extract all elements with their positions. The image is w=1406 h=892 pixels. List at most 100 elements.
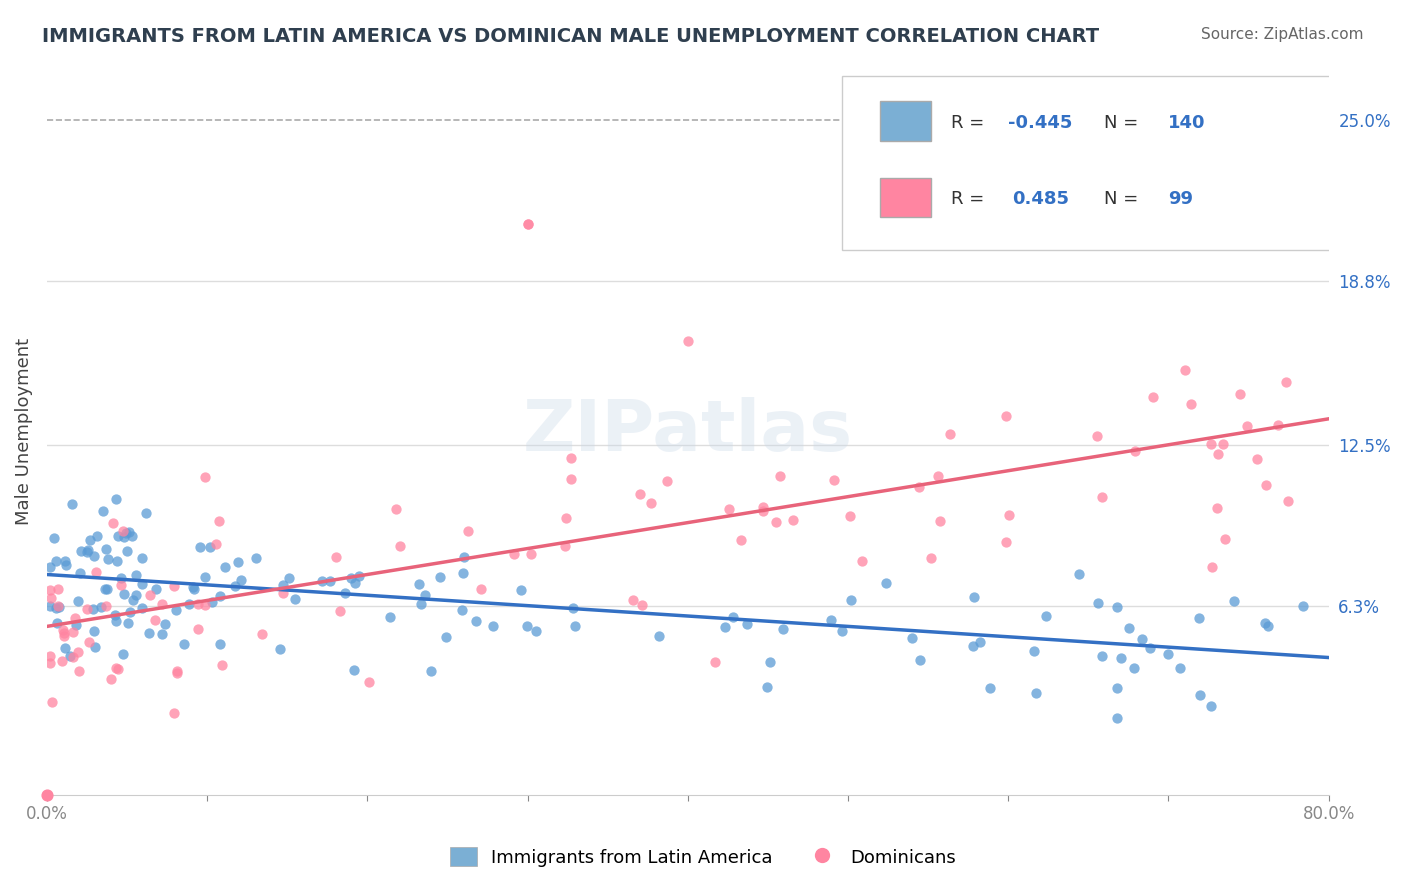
Point	[1201, 559, 1223, 574]
Point	[245, 550, 267, 565]
Point	[1156, 647, 1178, 661]
Point	[628, 486, 651, 500]
Point	[1109, 651, 1132, 665]
Point	[343, 664, 366, 678]
Point	[1277, 494, 1299, 508]
Point	[1246, 452, 1268, 467]
Point	[560, 472, 582, 486]
Point	[1091, 649, 1114, 664]
Point	[413, 588, 436, 602]
Point	[204, 537, 226, 551]
Point	[165, 603, 187, 617]
Point	[640, 496, 662, 510]
Point	[1024, 644, 1046, 658]
Point	[107, 662, 129, 676]
Point	[51, 654, 73, 668]
Point	[524, 624, 547, 639]
Point	[194, 598, 217, 612]
Point	[166, 665, 188, 679]
Point	[284, 592, 307, 607]
Point	[385, 501, 408, 516]
Point	[451, 603, 474, 617]
Point	[53, 629, 76, 643]
Point	[839, 593, 862, 607]
Point	[995, 535, 1018, 549]
Point	[1105, 600, 1128, 615]
Point	[782, 513, 804, 527]
Point	[928, 514, 950, 528]
Point	[111, 524, 134, 538]
Point	[831, 624, 853, 639]
Point	[1229, 386, 1251, 401]
Point	[676, 334, 699, 348]
Point	[1201, 699, 1223, 714]
Point	[389, 539, 412, 553]
Point	[118, 525, 141, 540]
Point	[1085, 429, 1108, 443]
Point	[714, 620, 737, 634]
Text: 140: 140	[1168, 114, 1206, 132]
Point	[120, 605, 142, 619]
Point	[187, 623, 209, 637]
Point	[333, 586, 356, 600]
Point	[112, 586, 135, 600]
Point	[96, 599, 118, 613]
Point	[1236, 418, 1258, 433]
Point	[39, 648, 62, 663]
Text: N =: N =	[1104, 190, 1150, 209]
Point	[561, 600, 583, 615]
Circle shape	[883, 190, 929, 216]
Point	[768, 468, 790, 483]
Point	[76, 602, 98, 616]
Point	[139, 588, 162, 602]
Point	[839, 508, 862, 523]
Point	[1223, 594, 1246, 608]
Point	[62, 624, 84, 639]
Point	[35, 762, 58, 776]
Legend: Immigrants from Latin America, Dominicans: Immigrants from Latin America, Dominican…	[443, 840, 963, 874]
Point	[208, 514, 231, 528]
Point	[198, 540, 221, 554]
Point	[65, 611, 87, 625]
Point	[59, 648, 82, 663]
Point	[420, 664, 443, 678]
Point	[1087, 596, 1109, 610]
Text: 0.485: 0.485	[1012, 190, 1069, 209]
Point	[90, 600, 112, 615]
Point	[509, 582, 531, 597]
Point	[104, 614, 127, 628]
Point	[114, 525, 136, 540]
Point	[1107, 711, 1129, 725]
Point	[325, 549, 347, 564]
Point	[1267, 418, 1289, 433]
Point	[115, 544, 138, 558]
Point	[343, 576, 366, 591]
Point	[209, 637, 232, 651]
Point	[516, 217, 538, 231]
Point	[100, 672, 122, 686]
FancyBboxPatch shape	[880, 178, 931, 218]
Point	[564, 619, 586, 633]
Point	[1142, 390, 1164, 404]
Point	[1213, 532, 1236, 546]
Point	[66, 645, 89, 659]
Point	[66, 593, 89, 607]
Point	[105, 553, 128, 567]
Point	[112, 530, 135, 544]
Point	[271, 586, 294, 600]
Point	[721, 610, 744, 624]
Point	[339, 571, 361, 585]
Point	[631, 598, 654, 612]
Point	[110, 578, 132, 592]
Point	[125, 589, 148, 603]
Point	[79, 635, 101, 649]
Point	[77, 543, 100, 558]
Point	[1118, 620, 1140, 634]
Point	[224, 579, 246, 593]
Point	[995, 409, 1018, 424]
Point	[482, 619, 505, 633]
Point	[107, 529, 129, 543]
Point	[1206, 447, 1229, 461]
Point	[1275, 376, 1298, 390]
Point	[1292, 599, 1315, 614]
